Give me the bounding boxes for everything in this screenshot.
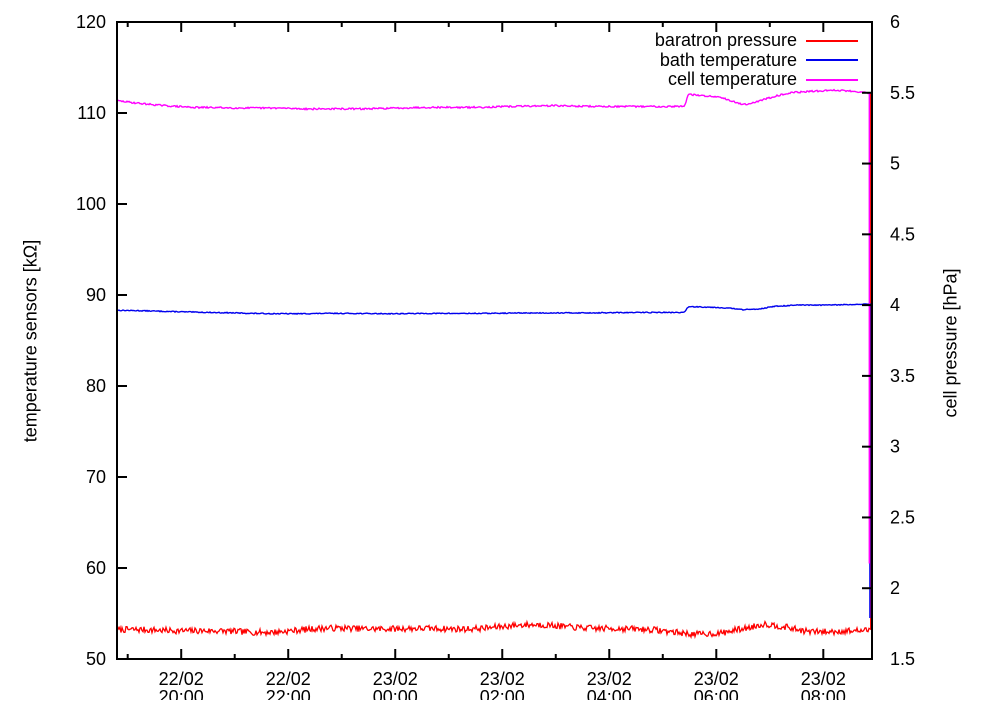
x-tick-label-time: 02:00 [480,687,525,700]
y-right-tick-label: 3 [890,437,900,457]
x-tick-label-date: 23/02 [801,669,846,689]
y-left-tick-label: 50 [86,649,106,669]
y-left-tick-label: 60 [86,558,106,578]
x-tick-label-time: 04:00 [587,687,632,700]
legend-line-sample-baratron-pressure [806,39,858,42]
series-path-bath-temperature [116,303,871,618]
y-left-tick-label: 90 [86,285,106,305]
y-right-tick-label: 2.5 [890,507,915,527]
y-left-tick-label: 70 [86,467,106,487]
y-right-tick-label: 1.5 [890,649,915,669]
y-left-tick-label: 100 [76,194,106,214]
x-tick-label-time: 20:00 [159,687,204,700]
y-axis-label-left: temperature sensors [kΩ] [20,239,41,443]
x-tick-label-date: 23/02 [480,669,525,689]
x-tick-label-time: 06:00 [694,687,739,700]
y-right-tick-label: 3.5 [890,366,915,386]
y-right-tick-label: 4 [890,295,900,315]
x-tick-label-date: 23/02 [373,669,418,689]
series-path-cell-temperature [116,88,870,564]
y-axis-label-right: cell pressure [hPa] [940,268,961,418]
y-left-tick-label: 120 [76,12,106,32]
x-tick-label-time: 00:00 [373,687,418,700]
legend-line-sample-cell-temperature [806,78,858,81]
legend-item-baratron-pressure: baratron pressure [654,30,858,51]
y-right-tick-label: 4.5 [890,224,915,244]
legend: baratron pressure bath temperature cell … [654,30,858,90]
x-tick-label-date: 23/02 [587,669,632,689]
legend-item-cell-temperature: cell temperature [655,69,858,90]
legend-item-bath-temperature: bath temperature [655,49,858,71]
y-left-tick-label: 80 [86,376,106,396]
legend-label-cell-temperature: cell temperature [667,69,797,90]
y-right-tick-label: 2 [890,578,900,598]
y-right-tick-label: 6 [890,12,900,32]
x-tick-label-time: 22:00 [266,687,311,700]
series-path-baratron-pressure [116,92,872,640]
y-right-tick-label: 5 [890,154,900,174]
legend-line-sample-bath-temperature [806,59,858,62]
y-left-tick-label: 110 [77,103,106,123]
x-tick-label-time: 08:00 [801,687,846,700]
legend-label-baratron-pressure: baratron pressure [654,30,797,51]
legend-label-bath-temperature: bath temperature [659,49,797,70]
x-tick-label-date: 23/02 [694,669,739,689]
y-right-tick-label: 5.5 [890,83,915,103]
x-tick-label-date: 22/02 [266,669,311,689]
x-tick-label-date: 22/02 [159,669,204,689]
plot-border [116,21,873,660]
